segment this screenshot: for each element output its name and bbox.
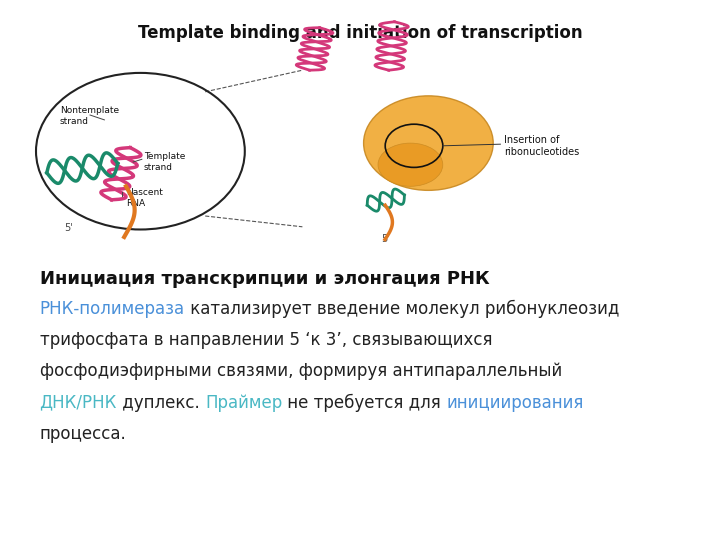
Text: Nascent
RNA: Nascent RNA bbox=[126, 188, 163, 208]
Text: ДНК/РНК: ДНК/РНК bbox=[40, 394, 117, 411]
Text: Insertion of
ribonucleotides: Insertion of ribonucleotides bbox=[504, 135, 580, 157]
Text: инициирования: инициирования bbox=[446, 394, 584, 411]
Text: не требуется для: не требуется для bbox=[282, 394, 446, 412]
Text: 5': 5' bbox=[64, 224, 73, 233]
Text: Template
strand: Template strand bbox=[144, 152, 185, 172]
Text: фосфодиэфирными связями, формируя антипараллельный: фосфодиэфирными связями, формируя антипа… bbox=[40, 362, 562, 380]
Text: Nontemplate
strand: Nontemplate strand bbox=[60, 106, 119, 126]
Text: процесса.: процесса. bbox=[40, 425, 126, 443]
Text: Инициация транскрипции и элонгация РНК: Инициация транскрипции и элонгация РНК bbox=[40, 270, 489, 288]
Text: дуплекс.: дуплекс. bbox=[117, 394, 205, 411]
Text: Праймер: Праймер bbox=[205, 394, 282, 411]
Text: Template binding and initiation of transcription: Template binding and initiation of trans… bbox=[138, 24, 582, 42]
Text: РНК-полимераза: РНК-полимераза bbox=[40, 300, 185, 318]
Text: катализирует введение молекул рибонуклеозид: катализирует введение молекул рибонуклео… bbox=[185, 300, 619, 318]
Text: трифосфата в направлении 5 ‘к 3’, связывающихся: трифосфата в направлении 5 ‘к 3’, связыв… bbox=[40, 331, 492, 349]
Text: 5': 5' bbox=[381, 234, 390, 244]
